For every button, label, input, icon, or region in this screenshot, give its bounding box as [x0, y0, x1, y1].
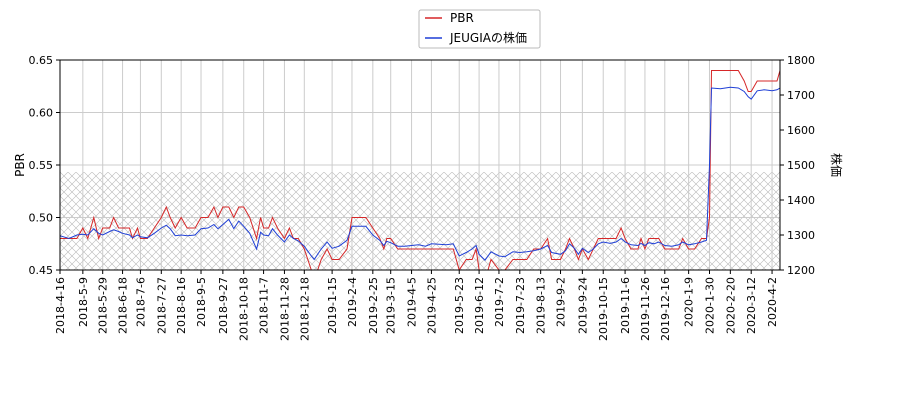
- y-tick-label-right: 1500: [787, 159, 815, 172]
- series-line-pbr: [60, 70, 780, 270]
- x-tick-label: 2020-1-30: [703, 277, 716, 334]
- x-tick-label: 2019-7-2: [493, 277, 506, 327]
- x-tick-label: 2019-9-24: [576, 277, 589, 334]
- x-tick-label: 2018-5-29: [97, 277, 110, 334]
- y-tick-label-right: 1800: [787, 54, 815, 67]
- x-tick-label: 2019-4-5: [406, 277, 419, 327]
- x-tick-label: 2019-1-15: [326, 277, 339, 334]
- x-tick-label: 2018-10-18: [238, 277, 251, 341]
- y-axis-label-left: PBR: [13, 153, 27, 177]
- x-tick-label: 2019-7-23: [514, 277, 527, 334]
- legend: PBR JEUGIAの株価: [418, 9, 541, 49]
- x-tick-label: 2020-1-9: [683, 277, 696, 327]
- x-tick-label: 2018-4-16: [54, 277, 67, 334]
- x-tick-label: 2019-11-6: [619, 277, 632, 334]
- y-tick-label-left: 0.45: [29, 264, 54, 277]
- x-tick-label: 2020-4-2: [766, 277, 779, 327]
- x-tick-label: 2019-10-15: [597, 277, 610, 341]
- legend-label-stock: JEUGIAの株価: [449, 30, 527, 45]
- x-tick-label: 2018-7-6: [134, 277, 147, 327]
- x-tick-label: 2020-2-20: [724, 277, 737, 334]
- y-tick-label-left: 0.50: [29, 212, 54, 225]
- x-tick-label: 2020-3-12: [745, 277, 758, 334]
- x-tick-label: 2018-9-27: [217, 277, 230, 334]
- y-tick-label-right: 1300: [787, 229, 815, 242]
- x-tick-label: 2018-12-18: [298, 277, 311, 341]
- y-tick-label-right: 1400: [787, 194, 815, 207]
- x-tick-label: 2019-4-25: [425, 277, 438, 334]
- y-tick-label-left: 0.55: [29, 159, 54, 172]
- x-tick-label: 2018-6-18: [117, 277, 130, 334]
- x-tick-label: 2018-11-7: [258, 277, 271, 334]
- y-tick-label-left: 0.65: [29, 54, 54, 67]
- y-tick-label-right: 1700: [787, 89, 815, 102]
- y-axis-label-right: 株価: [829, 153, 844, 177]
- x-tick-label: 2019-3-15: [385, 277, 398, 334]
- hatched-band: [60, 172, 780, 270]
- series-line-stock: [60, 86, 780, 261]
- x-tick-label: 2019-11-26: [639, 277, 652, 341]
- legend-box: [418, 9, 541, 49]
- x-tick-label: 2018-7-27: [155, 277, 168, 334]
- x-tick-label: 2019-12-16: [659, 277, 672, 341]
- x-tick-label: 2019-5-23: [453, 277, 466, 334]
- x-tick-label: 2018-5-9: [77, 277, 90, 327]
- y-tick-label-right: 1600: [787, 124, 815, 137]
- legend-label-pbr: PBR: [450, 11, 474, 25]
- x-tick-label: 2019-2-25: [367, 277, 380, 334]
- x-tick-label: 2019-8-13: [535, 277, 548, 334]
- x-tick-label: 2018-9-5: [195, 277, 208, 327]
- x-tick-label: 2018-8-16: [175, 277, 188, 334]
- y-tick-label-left: 0.60: [29, 107, 54, 120]
- x-tick-label: 2018-11-28: [278, 277, 291, 341]
- x-tick-label: 2019-9-2: [555, 277, 568, 327]
- x-tick-label: 2019-6-12: [473, 277, 486, 334]
- x-tick-label: 2019-2-4: [346, 277, 359, 327]
- y-tick-label-right: 1200: [787, 264, 815, 277]
